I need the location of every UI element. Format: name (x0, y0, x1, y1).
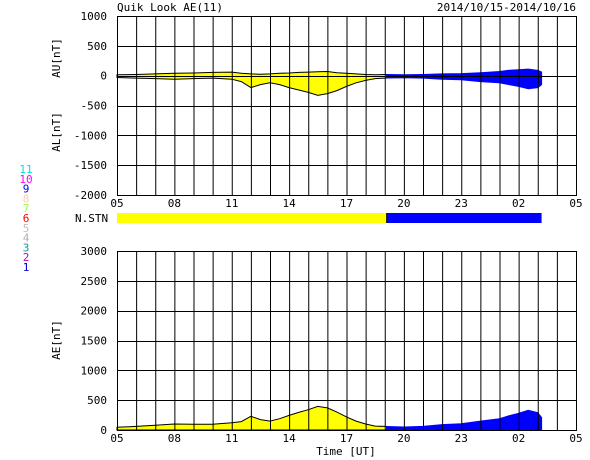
top-y-tick-labels: -2000 -1500 -1000 -500 0 500 1000 (74, 10, 107, 202)
top-grid (117, 16, 577, 196)
top-x-tick-label: 11 (225, 197, 238, 210)
ae-fill (116, 405, 543, 431)
x-axis-label: Time [UT] (316, 445, 376, 458)
top-y-tick-label: -1000 (74, 129, 107, 142)
bottom-x-tick-label: 08 (168, 432, 181, 445)
ae-axis-label: AE[nT] (50, 320, 63, 360)
bottom-x-tick-label: 02 (512, 432, 525, 445)
station-legend-entry: 9 (23, 183, 30, 196)
station-legend-entry: 1 (23, 261, 30, 274)
bottom-x-tick-label: 17 (340, 432, 353, 445)
bottom-y-tick-label: 2500 (81, 275, 108, 288)
bottom-x-tick-label: 14 (283, 432, 297, 445)
nstn-segment (117, 213, 387, 223)
bottom-x-tick-labels: 05 08 11 14 17 20 23 02 05 (110, 432, 582, 445)
station-legend-entry: 10 (19, 173, 32, 186)
bottom-y-tick-label: 2000 (81, 305, 108, 318)
bottom-y-tick-labels: 0 500 1000 1500 2000 2500 3000 (81, 245, 108, 437)
bottom-x-tick-label: 05 (569, 432, 582, 445)
top-x-tick-label: 17 (340, 197, 353, 210)
top-x-tick-label: 23 (455, 197, 468, 210)
bottom-x-tick-label: 20 (397, 432, 410, 445)
top-x-tick-label: 05 (110, 197, 123, 210)
station-legend-entry: 11 (19, 163, 32, 176)
bottom-x-tick-label: 11 (225, 432, 238, 445)
top-y-tick-label: -1500 (74, 159, 107, 172)
station-legend-entry: 7 (23, 202, 30, 215)
al-axis-label: AL[nT] (50, 112, 63, 152)
top-y-tick-label: -500 (81, 100, 108, 113)
bottom-grid (117, 251, 577, 431)
bottom-y-tick-label: 1500 (81, 335, 108, 348)
top-y-tick-label: -2000 (74, 189, 107, 202)
date-range: 2014/10/15-2014/10/16 (437, 1, 576, 14)
nstn-label: N.STN (75, 212, 108, 225)
top-y-tick-label: 1000 (81, 10, 108, 23)
plot-frame (117, 16, 577, 196)
nstn-bar: N.STN (75, 212, 542, 225)
top-panel: -2000 -1500 -1000 -500 0 500 1000 05 08 11 14 17 20… (50, 10, 583, 210)
top-x-tick-label: 08 (168, 197, 181, 210)
top-x-tick-labels: 05 08 11 14 17 20 23 02 05 (110, 197, 582, 210)
au-al-band-blue (386, 68, 543, 90)
station-legend-entry: 2 (23, 251, 30, 264)
ae-band-blue (386, 409, 543, 431)
station-legend-entry: 5 (23, 222, 30, 235)
bottom-x-tick-label: 23 (455, 432, 468, 445)
top-y-tick-label: 0 (100, 70, 107, 83)
bottom-y-tick-label: 500 (87, 394, 107, 407)
bottom-y-tick-label: 1000 (81, 364, 108, 377)
nstn-segments (117, 213, 542, 223)
top-y-tick-label: 500 (87, 40, 107, 53)
station-legend-entry: 6 (23, 212, 30, 225)
plot-frame (117, 251, 577, 431)
bottom-y-tick-label: 0 (100, 424, 107, 437)
top-x-tick-label: 05 (569, 197, 582, 210)
station-legend-entry: 3 (23, 241, 30, 254)
nstn-segment (386, 213, 542, 223)
top-x-tick-label: 02 (512, 197, 525, 210)
station-legend-entry: 4 (23, 232, 30, 245)
bottom-y-tick-label: 3000 (81, 245, 108, 258)
au-axis-label: AU[nT] (50, 38, 63, 78)
top-x-tick-label: 20 (397, 197, 410, 210)
station-legend-entry: 8 (23, 192, 30, 205)
chart-title: Quik Look AE(11) (117, 1, 223, 14)
top-x-tick-label: 14 (283, 197, 297, 210)
au-al-fill (116, 68, 543, 96)
bottom-x-tick-label: 05 (110, 432, 123, 445)
